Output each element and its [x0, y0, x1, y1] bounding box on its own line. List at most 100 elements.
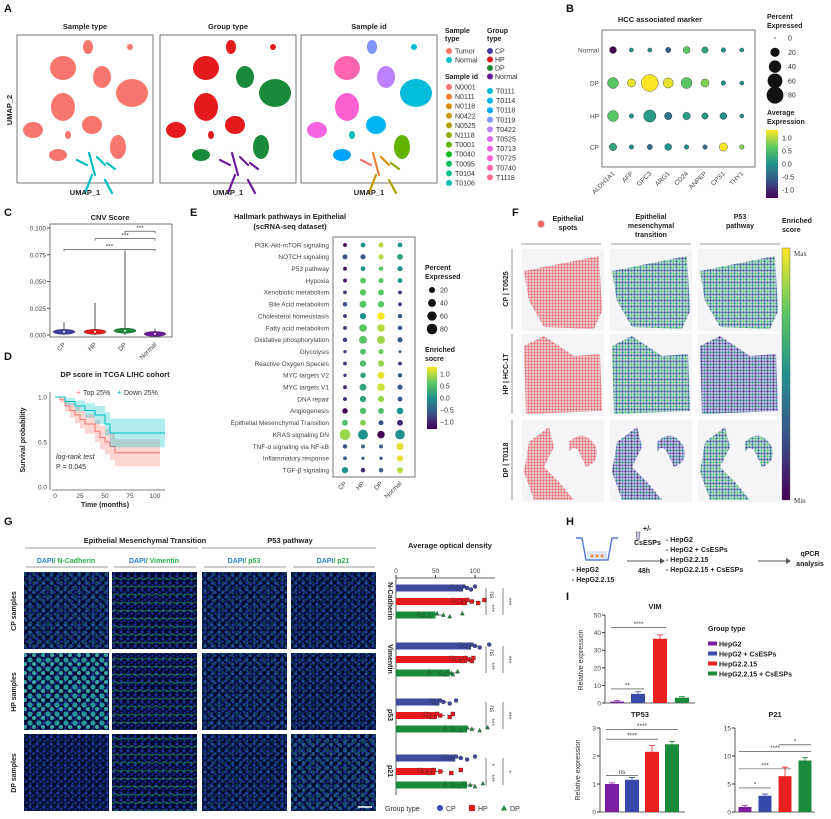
pathway-label: Epithelial Mesenchymal Transition: [231, 420, 330, 427]
dot: [342, 419, 348, 426]
umap-cluster: [208, 131, 214, 139]
error-bar: [782, 766, 788, 777]
dot: [397, 313, 403, 319]
legend-swatch: [708, 671, 717, 676]
column-header: transition: [635, 232, 667, 239]
data-point: [461, 600, 467, 606]
colorbar-tick: 1.0: [782, 135, 792, 142]
marker-label: / p53: [244, 558, 260, 565]
panel-label-g: G: [4, 516, 13, 528]
y-tick-label: 0: [727, 810, 731, 817]
data-point: [431, 767, 437, 773]
survival-line: [55, 396, 160, 454]
x-tick-label: HP: [87, 341, 98, 352]
significance-label: ***: [505, 712, 512, 720]
legend-title: Expressed: [425, 274, 460, 281]
umap-cluster: [50, 56, 76, 80]
plot-title: (scRNA-seq dataset): [253, 222, 327, 231]
y-tick-label: 0: [597, 701, 601, 708]
x-tick-label: 0: [394, 568, 398, 575]
data-point: [485, 724, 490, 730]
data-point: [449, 770, 454, 776]
x-tick-label: 25: [76, 493, 84, 500]
legend-dot: [446, 151, 452, 158]
error-bar: [762, 793, 768, 796]
significance-label: ****: [770, 745, 781, 752]
legend-dot: [446, 57, 452, 63]
pathway-label: Reactive Oxygen Species: [255, 361, 330, 368]
marker-signal: [291, 734, 376, 811]
data-point: [458, 755, 463, 761]
plot-title: CNV Score: [91, 213, 130, 222]
dot: [719, 112, 728, 120]
dot: [682, 46, 691, 54]
dapi-label: DAPI: [37, 558, 54, 565]
y-tick-label: 0.050: [30, 279, 47, 286]
dot: [343, 290, 347, 295]
y-tick-label: CP: [590, 145, 599, 152]
data-point: [447, 701, 452, 706]
bar: [396, 781, 468, 789]
data-point: [464, 585, 470, 591]
data-point: [477, 727, 482, 733]
dot: [397, 384, 403, 390]
dot: [343, 373, 347, 378]
data-point: [449, 584, 454, 589]
umap-plot-area: [159, 34, 297, 184]
x-tick-label: THY1: [729, 170, 746, 187]
x-tick-label: GPC3: [636, 170, 654, 188]
dot: [643, 109, 657, 123]
data-point: [464, 757, 470, 762]
hcc-marker-dotplot: HCC associated marker Normal DP HP CP ALDH1A1…: [578, 14, 805, 198]
marker-category-label: p53: [386, 709, 393, 721]
dot: [377, 335, 385, 344]
data-point: [450, 726, 456, 731]
dot: [377, 360, 385, 367]
umap-xlabel: UMAP_1: [354, 188, 384, 197]
data-point: [476, 600, 481, 606]
pathway-label: Bile Acid metabolism: [269, 302, 329, 309]
dot: [397, 337, 403, 343]
data-point: [442, 671, 448, 677]
data-point: [469, 726, 475, 731]
umap-normal-cells: [359, 158, 373, 167]
x-tick-label: AFP: [621, 170, 635, 184]
data-point: [487, 642, 492, 647]
legend-label: N0422: [455, 113, 476, 120]
x-tick-label: Normal: [384, 480, 404, 500]
marker-signal: [202, 572, 287, 649]
panel-label-e: E: [190, 207, 197, 219]
row-label: DP | T0118: [503, 442, 510, 477]
umap-normal-cells: [218, 158, 232, 167]
significance-label: **: [625, 682, 631, 689]
significance-label: *: [794, 738, 797, 745]
legend-label: T0422: [496, 127, 516, 134]
dot: [342, 408, 348, 414]
data-point: [469, 599, 474, 604]
legend-marker: +: [76, 388, 81, 397]
dot: [662, 77, 674, 89]
y-tick-label: 0.100: [30, 226, 47, 233]
data-point: [456, 783, 462, 789]
significance-label: ***: [106, 243, 114, 250]
dot: [360, 266, 366, 272]
panel-label-f: F: [512, 207, 519, 219]
dot: [343, 326, 347, 330]
umap-normal-cells: [226, 173, 237, 195]
significance-label: ****: [633, 621, 644, 628]
dot: [397, 467, 403, 474]
dot: [339, 429, 351, 441]
umap-cluster: [349, 131, 355, 139]
umap-cluster: [366, 116, 386, 134]
umap-normal-cells: [83, 173, 94, 195]
bar: [625, 779, 639, 812]
data-point: [453, 698, 459, 703]
pathway-label: MYC targets V2: [283, 373, 329, 380]
umap-title: Group type: [208, 22, 248, 31]
umap-cluster: [333, 149, 351, 161]
data-point: [472, 584, 478, 589]
size-legend-dot: [428, 286, 436, 294]
start-cell-label: - HepG2: [572, 567, 599, 574]
data-point: [422, 769, 427, 774]
dot: [359, 324, 367, 332]
